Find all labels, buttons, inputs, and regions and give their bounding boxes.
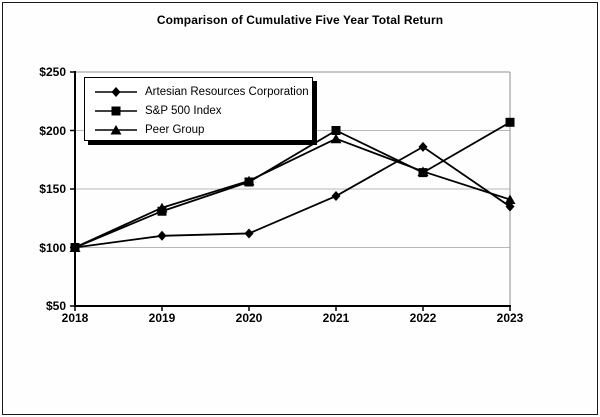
chart-legend: Artesian Resources Corporation S&P 500 I… xyxy=(84,77,313,141)
triangle-marker-icon xyxy=(95,124,137,134)
legend-label: S&P 500 Index xyxy=(145,104,222,117)
y-axis-tick-label: $150 xyxy=(39,182,66,196)
legend-item-artesian: Artesian Resources Corporation xyxy=(93,82,312,101)
x-axis-tick-label: 2020 xyxy=(235,311,263,325)
legend-item-sp500: S&P 500 Index xyxy=(93,101,312,120)
chart-title: Comparison of Cumulative Five Year Total… xyxy=(156,13,444,27)
x-axis-tick-label: 2021 xyxy=(322,311,350,325)
y-axis-tick-label: $100 xyxy=(39,241,66,255)
diamond-marker-icon xyxy=(95,86,137,97)
x-axis-tick-label: 2018 xyxy=(61,311,89,325)
legend-label: Peer Group xyxy=(145,123,205,136)
x-axis-tick-label: 2023 xyxy=(496,311,524,325)
y-axis-tick-label: $250 xyxy=(39,65,66,79)
y-axis-tick-label: $50 xyxy=(45,299,66,313)
legend-item-peer-group: Peer Group xyxy=(93,120,312,139)
square-marker-icon xyxy=(95,106,137,115)
x-axis-tick-label: 2022 xyxy=(409,311,437,325)
y-axis-tick-label: $200 xyxy=(39,124,66,138)
x-axis-tick-label: 2019 xyxy=(148,311,176,325)
legend-label: Artesian Resources Corporation xyxy=(145,85,309,98)
